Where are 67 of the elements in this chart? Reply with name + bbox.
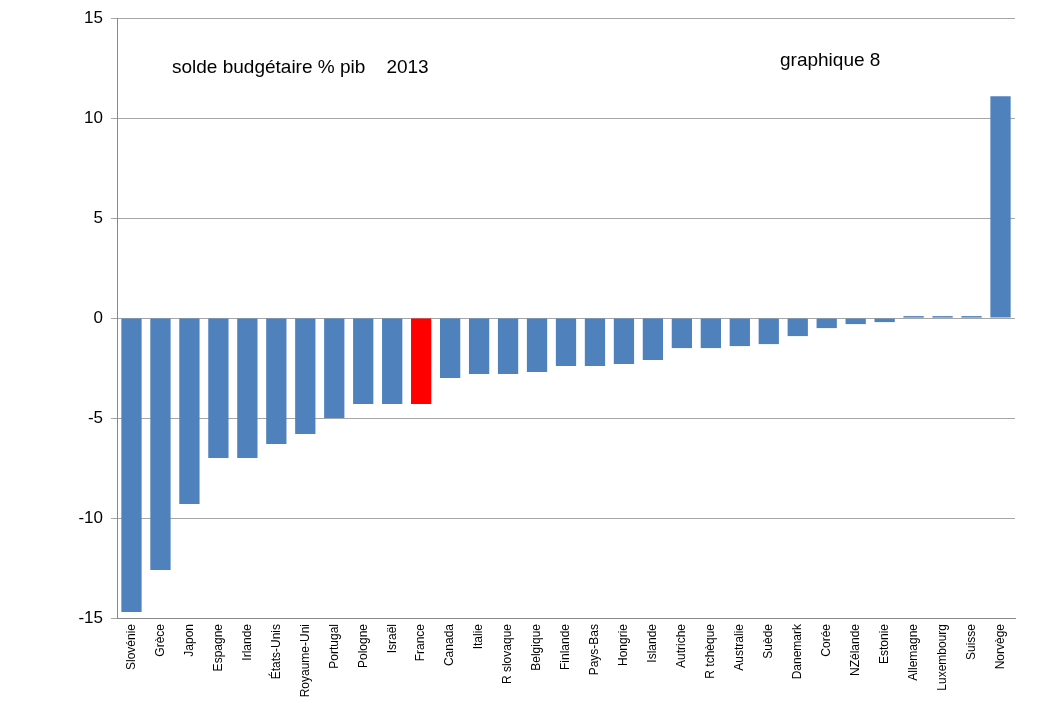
y-tick-label: -15 xyxy=(78,607,103,627)
bar xyxy=(266,318,287,445)
bar xyxy=(439,318,461,379)
x-tick-label: Canada xyxy=(442,623,457,667)
y-tick-label: 15 xyxy=(84,7,103,27)
x-tick-label: Israël xyxy=(384,624,399,654)
x-tick-label: Allemagne xyxy=(905,623,920,681)
bar xyxy=(411,318,432,405)
x-tick-label: Estonie xyxy=(876,623,891,665)
x-tick-label: Japon xyxy=(181,624,196,657)
x-tick-label: France xyxy=(413,623,428,662)
y-tick-label: -5 xyxy=(87,407,103,427)
x-tick-label: Belgique xyxy=(529,623,544,671)
x-tick-label: Autriche xyxy=(674,623,689,669)
x-tick-label: Pologne xyxy=(355,623,370,669)
bar xyxy=(121,318,142,612)
bar xyxy=(324,318,345,419)
x-tick-label: Slovénie xyxy=(123,623,138,671)
x-tick-label: Islande xyxy=(645,623,660,663)
x-tick-label: Corée xyxy=(819,623,834,657)
y-tick-label: 0 xyxy=(93,307,103,327)
x-tick-label: Italie xyxy=(471,623,486,650)
bar xyxy=(237,318,258,459)
bar xyxy=(613,318,635,365)
x-tick-label: Suède xyxy=(761,623,776,659)
bar xyxy=(179,318,200,505)
x-tick-label: Espagne xyxy=(210,623,225,672)
x-tick-label: Royaume-Uni xyxy=(297,624,312,698)
x-tick-label: Irlande xyxy=(239,623,254,661)
text: solde budgétaire % pib 2013 xyxy=(172,56,429,78)
bar xyxy=(295,318,316,435)
y-tick-label: 5 xyxy=(93,207,103,227)
x-tick-label: Australie xyxy=(732,623,747,671)
x-tick-label: Pays-Bas xyxy=(587,624,602,676)
bar xyxy=(787,318,808,337)
x-tick-label: NZélande xyxy=(847,623,862,677)
bar xyxy=(382,318,403,405)
bar xyxy=(497,318,519,375)
x-tick-label: R tchèque xyxy=(703,623,718,679)
bar xyxy=(816,318,837,329)
x-tick-label: Grèce xyxy=(152,623,167,657)
bar xyxy=(150,318,171,571)
bar xyxy=(758,318,779,345)
x-tick-label: Danemark xyxy=(790,623,805,680)
y-tick-label: 10 xyxy=(84,107,103,127)
annotation: graphique 8 xyxy=(780,49,881,71)
bar xyxy=(353,318,374,405)
bar xyxy=(584,318,606,367)
bar xyxy=(468,318,490,375)
x-tick-label: Suisse xyxy=(963,623,978,661)
bar xyxy=(729,318,750,347)
bar xyxy=(671,318,693,349)
x-tick-label: R slovaque xyxy=(500,623,515,685)
bar xyxy=(845,318,866,325)
x-tick-label: Hongrie xyxy=(616,623,631,667)
bar xyxy=(555,318,577,367)
x-tick-label: États-Unis xyxy=(267,624,283,680)
x-tick-label: Luxembourg xyxy=(934,624,949,691)
bar xyxy=(642,318,664,361)
bar xyxy=(208,318,229,459)
bar xyxy=(526,318,548,373)
x-tick-label: Portugal xyxy=(326,624,341,669)
x-tick-label: Finlande xyxy=(558,623,573,671)
bar xyxy=(990,96,1011,318)
bar xyxy=(700,318,721,349)
y-tick-label: -10 xyxy=(78,507,103,527)
x-tick-label: Norvège xyxy=(992,623,1007,670)
